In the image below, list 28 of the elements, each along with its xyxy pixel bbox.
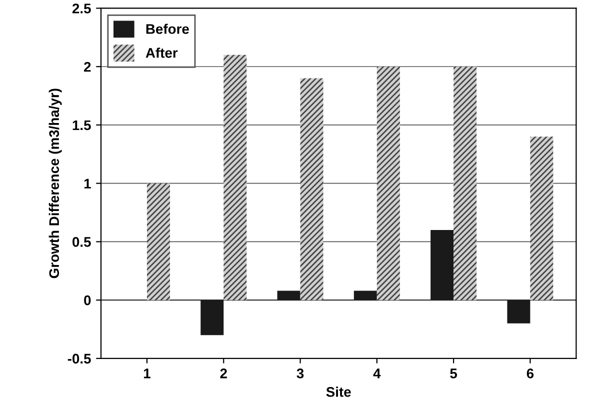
y-tick-label: 0.5	[72, 237, 91, 247]
y-tick-label: 1.5	[72, 120, 91, 130]
bar	[146, 183, 170, 300]
x-tick-label: 1	[144, 368, 150, 378]
bar	[224, 54, 247, 300]
y-tick-label: -0.5	[68, 354, 91, 364]
bar	[300, 78, 324, 300]
x-tick-label: 6	[526, 368, 534, 378]
bar	[430, 230, 454, 300]
x-tick-label: 5	[450, 368, 458, 378]
x-tick-label: 3	[296, 368, 304, 378]
legend-label: After	[146, 48, 178, 58]
bar	[454, 66, 477, 300]
bar	[200, 300, 224, 336]
y-tick-label: 2	[84, 62, 91, 72]
bar	[277, 290, 300, 300]
bar	[530, 136, 554, 300]
x-axis-title: Site	[326, 386, 351, 397]
bar	[376, 66, 400, 300]
bar	[507, 300, 530, 324]
y-tick-label: 1	[84, 178, 91, 188]
bar	[354, 290, 377, 300]
legend-label: Before	[146, 24, 189, 34]
y-axis-title: Growth Difference (m3/ha/yr)	[48, 88, 62, 278]
x-tick-label: 2	[220, 368, 227, 378]
y-tick-label: 2.5	[72, 4, 91, 14]
x-tick-label: 4	[373, 368, 381, 378]
y-tick-label: 0	[84, 295, 91, 306]
